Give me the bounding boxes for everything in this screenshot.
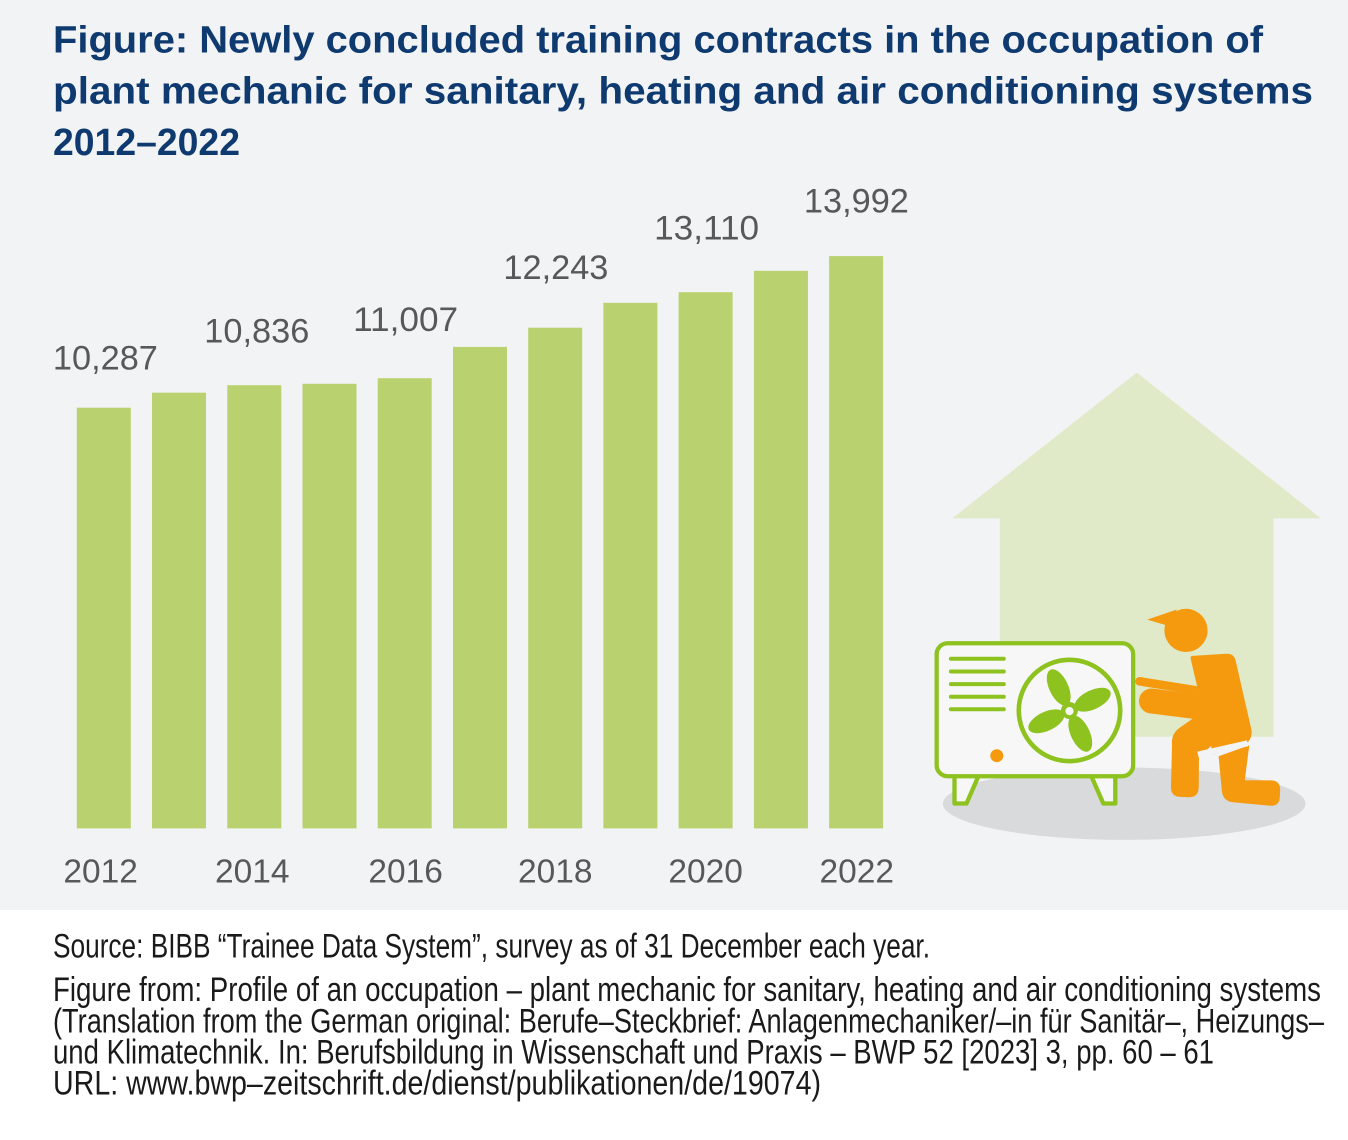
- svg-text:(Translation from the German o: (Translation from the German original: B…: [53, 1002, 1325, 1040]
- svg-text:13,992: 13,992: [804, 183, 909, 221]
- svg-text:Source: BIBB “Trainee Data Sys: Source: BIBB “Trainee Data System”, surv…: [53, 928, 930, 966]
- svg-text:11,007: 11,007: [353, 301, 458, 339]
- svg-text:plant mechanic for sanitary, h: plant mechanic for sanitary, heating and…: [53, 71, 1313, 113]
- svg-text:10,836: 10,836: [204, 312, 309, 350]
- svg-text:2018: 2018: [518, 853, 593, 890]
- svg-text:2012–2022: 2012–2022: [53, 122, 240, 164]
- svg-text:2022: 2022: [820, 853, 895, 890]
- svg-text:2012: 2012: [63, 853, 138, 890]
- svg-text:13,110: 13,110: [654, 209, 759, 247]
- svg-text:Figure from: Profile of an occ: Figure from: Profile of an occupation – …: [53, 971, 1321, 1009]
- svg-text:2014: 2014: [215, 853, 290, 890]
- svg-text:10,287: 10,287: [53, 339, 158, 377]
- svg-text:und Klimatechnik. In: Berufsbi: und Klimatechnik. In: Berufsbildung in W…: [53, 1033, 1214, 1071]
- svg-text:Figure: Newly concluded traini: Figure: Newly concluded training contrac…: [53, 19, 1263, 61]
- svg-text:URL: www.bwp–zeitschrift.de/di: URL: www.bwp–zeitschrift.de/dienst/publi…: [53, 1064, 821, 1102]
- svg-text:2016: 2016: [368, 853, 443, 890]
- svg-text:12,243: 12,243: [503, 249, 608, 287]
- svg-text:2020: 2020: [668, 853, 743, 890]
